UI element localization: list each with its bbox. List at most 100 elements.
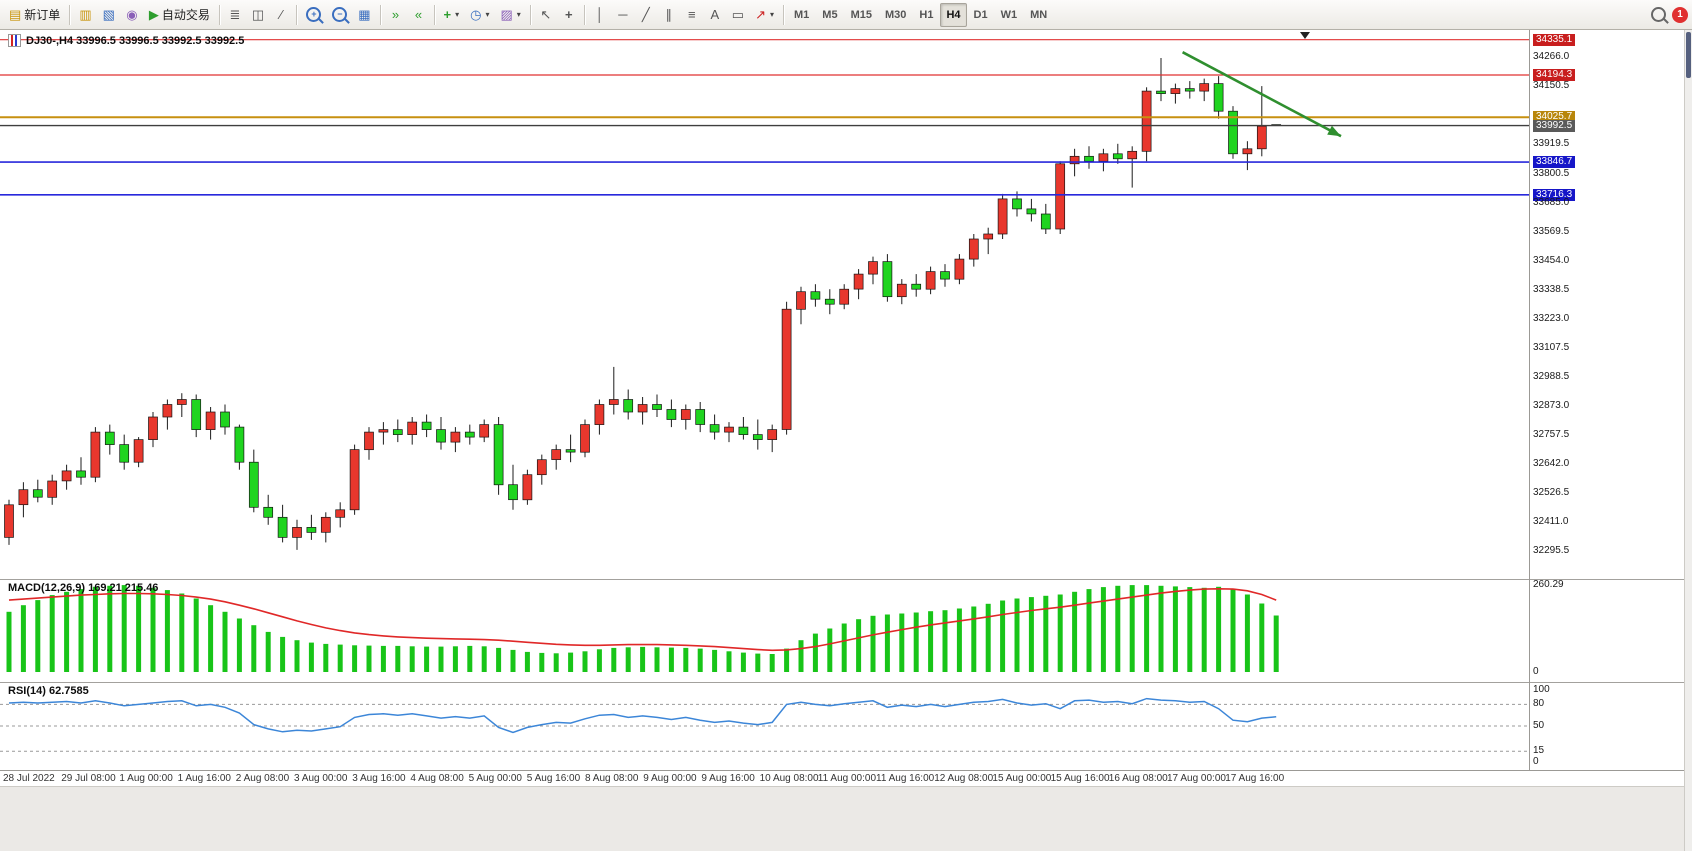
macd-histogram-bar bbox=[553, 653, 559, 672]
price-axis-label: 33569.5 bbox=[1533, 225, 1570, 237]
candle-body bbox=[234, 426, 245, 463]
candle-body bbox=[695, 409, 706, 425]
line-chart-button[interactable]: ∕ bbox=[270, 3, 292, 27]
candle-body bbox=[954, 258, 965, 280]
toolbar-separator bbox=[529, 4, 531, 25]
candle-body bbox=[176, 399, 187, 405]
vertical-line-button[interactable]: │ bbox=[589, 3, 611, 27]
candle-body bbox=[824, 298, 835, 305]
status-strip bbox=[0, 786, 1684, 851]
charts-icon: ▥ bbox=[79, 7, 92, 22]
tile-windows-button[interactable]: ▦ bbox=[353, 3, 375, 27]
zoom-in-button[interactable]: + bbox=[301, 3, 326, 27]
macd-histogram-bar bbox=[697, 648, 703, 672]
time-axis-label: 15 Aug 00:00 bbox=[992, 773, 1052, 784]
vertical-scrollbar-thumb[interactable] bbox=[1686, 32, 1691, 78]
new-order-button[interactable]: ▤ 新订单 bbox=[4, 3, 65, 27]
price-axis-label: 34150.5 bbox=[1533, 80, 1570, 91]
timeframe-button-m30[interactable]: M30 bbox=[879, 3, 912, 27]
time-axis-label: 9 Aug 00:00 bbox=[643, 773, 697, 784]
indicators-button[interactable]: + ▾ bbox=[439, 3, 465, 27]
price-axis-label: 33107.5 bbox=[1533, 341, 1570, 353]
auto-trading-button[interactable]: ▶ 自动交易 bbox=[144, 3, 215, 27]
chevron-down-icon: ▾ bbox=[516, 10, 521, 19]
price-axis-label: 32295.5 bbox=[1533, 545, 1570, 556]
candle-body bbox=[349, 449, 360, 511]
candle-body bbox=[1256, 125, 1267, 150]
auto-scroll-button[interactable]: » bbox=[385, 3, 407, 27]
macd-histogram-bar bbox=[308, 642, 314, 672]
cursor-button[interactable]: ↖ bbox=[535, 3, 557, 27]
crosshair-button[interactable]: + bbox=[558, 3, 580, 27]
chart-shift-button[interactable]: « bbox=[408, 3, 430, 27]
price-axis-label: 33454.0 bbox=[1533, 254, 1570, 266]
candle-body bbox=[263, 506, 274, 518]
toolbar-separator bbox=[433, 4, 435, 25]
macd-histogram-bar bbox=[1244, 594, 1250, 672]
chart-plot-area[interactable] bbox=[0, 30, 1529, 770]
price-axis-label: 33338.5 bbox=[1533, 283, 1570, 295]
macd-histogram-bar bbox=[870, 615, 876, 672]
candlestick-chart-button[interactable]: ◫ bbox=[247, 3, 269, 27]
candle-body bbox=[796, 291, 806, 310]
text-tool-button[interactable]: A bbox=[704, 3, 726, 27]
horizontal-line-button[interactable]: ─ bbox=[612, 3, 634, 27]
candle-body bbox=[752, 434, 763, 440]
macd-histogram-bar bbox=[1172, 586, 1178, 672]
charts-button[interactable]: ▥ bbox=[74, 3, 96, 27]
toolbar-separator bbox=[583, 4, 585, 25]
timeframe-button-m5[interactable]: M5 bbox=[816, 3, 843, 27]
arrow-tools-button[interactable]: ↗ ▾ bbox=[750, 3, 779, 27]
time-axis-label: 29 Jul 08:00 bbox=[61, 773, 116, 784]
macd-histogram-bar bbox=[1216, 586, 1222, 672]
candle-body bbox=[623, 399, 634, 413]
notification-badge[interactable]: 1 bbox=[1672, 6, 1688, 23]
timeframe-button-d1[interactable]: D1 bbox=[968, 3, 994, 27]
text-tool-icon: A bbox=[710, 7, 720, 22]
periods-button[interactable]: ◷ ▾ bbox=[465, 3, 494, 27]
timeframe-button-w1[interactable]: W1 bbox=[995, 3, 1024, 27]
candle-body bbox=[4, 504, 14, 538]
time-axis-label: 2 Aug 08:00 bbox=[235, 773, 290, 784]
candle-body bbox=[580, 424, 590, 453]
chart-title-text: DJ30-,H4 33996.5 33996.5 33992.5 33992.5 bbox=[26, 34, 245, 47]
label-tool-button[interactable]: ▭ bbox=[727, 3, 749, 27]
profiles-button[interactable]: ▧ bbox=[98, 3, 120, 27]
fibonacci-button[interactable]: ≡ bbox=[681, 3, 703, 27]
bars-chart-button[interactable]: ≣ bbox=[224, 3, 246, 27]
macd-histogram-bar bbox=[64, 591, 70, 672]
search-button[interactable] bbox=[1646, 3, 1671, 27]
timeframe-button-m15[interactable]: M15 bbox=[845, 3, 878, 27]
candle-body bbox=[162, 404, 173, 418]
rsi-axis-label: 80 bbox=[1533, 698, 1545, 710]
toolbar-separator bbox=[218, 4, 220, 25]
candle-body bbox=[220, 411, 230, 428]
rsi-axis-label: 15 bbox=[1533, 745, 1545, 757]
time-axis-label: 10 Aug 08:00 bbox=[759, 773, 819, 784]
candle-body bbox=[450, 431, 461, 443]
timeframe-button-m1[interactable]: M1 bbox=[788, 3, 815, 27]
zoom-out-button[interactable]: − bbox=[327, 3, 352, 27]
timeframe-button-h1[interactable]: H1 bbox=[913, 3, 939, 27]
candle-body bbox=[464, 431, 475, 438]
candle-body bbox=[508, 484, 518, 501]
candle-body bbox=[940, 271, 950, 280]
vertical-scrollbar[interactable] bbox=[1684, 30, 1692, 851]
macd-histogram-bar bbox=[323, 643, 329, 672]
templates-button[interactable]: ▨ ▾ bbox=[495, 3, 525, 27]
macd-histogram-bar bbox=[251, 625, 257, 672]
rsi-label: RSI(14) 62.7585 bbox=[8, 685, 89, 697]
chart-window-icon bbox=[8, 34, 21, 47]
candle-body bbox=[90, 431, 101, 478]
rsi-axis-label: 100 bbox=[1533, 684, 1550, 695]
channel-button[interactable]: ∥ bbox=[658, 3, 680, 27]
time-axis-label: 9 Aug 16:00 bbox=[701, 773, 755, 784]
trendline-button[interactable]: ╱ bbox=[635, 3, 657, 27]
candle-body bbox=[392, 429, 403, 435]
alerts-button[interactable]: ◉ bbox=[121, 3, 143, 27]
chart-title: DJ30-,H4 33996.5 33996.5 33992.5 33992.5 bbox=[8, 34, 244, 47]
timeframe-button-mn[interactable]: MN bbox=[1024, 3, 1053, 27]
candle-body bbox=[364, 431, 374, 451]
macd-histogram-bar bbox=[208, 605, 214, 672]
timeframe-button-h4[interactable]: H4 bbox=[940, 2, 967, 27]
